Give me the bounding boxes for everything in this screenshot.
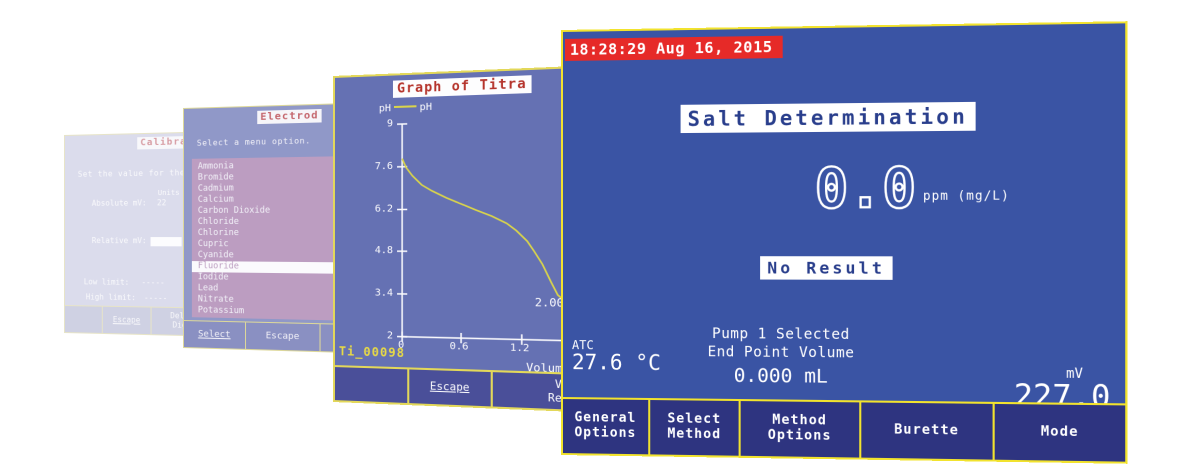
graph-escape-button[interactable]: Escape xyxy=(409,369,493,407)
measure-screen: 18:28:29 Aug 16, 2015 Salt Determination… xyxy=(561,21,1128,464)
units-label: Units xyxy=(157,188,180,198)
main-reading-value: 0.0 xyxy=(814,155,918,220)
reading-unit-label: ppm (mg/L) xyxy=(922,188,1010,203)
high-limit-row: High limit: ----- xyxy=(86,292,168,302)
titration-file-id: Ti_00098 xyxy=(338,344,405,361)
method-title: Salt Determination xyxy=(680,101,976,134)
measure-softkey-row: General Options Select Method Method Option… xyxy=(562,397,1126,462)
x-tick-label: 0.6 xyxy=(449,340,469,353)
svg-text:0.0: 0.0 xyxy=(815,156,917,220)
select-method-button[interactable]: Select Method xyxy=(649,400,741,456)
electrode-escape-button[interactable]: Escape xyxy=(246,322,321,352)
absolute-mv-label: Absolute mV: xyxy=(91,198,147,208)
y-tick-label: 7.6 xyxy=(374,160,393,173)
relative-mv-label: Relative mV: xyxy=(91,236,147,246)
mode-button[interactable]: Mode xyxy=(994,403,1126,462)
burette-button[interactable]: Burette xyxy=(860,402,995,460)
pump-endpoint-block: Pump 1 Selected End Point Volume 0.000 m… xyxy=(668,326,894,389)
plot-legend: pH pH xyxy=(379,102,432,115)
graph-blank-softkey xyxy=(334,367,410,404)
y-tick-label: 9 xyxy=(386,118,393,130)
electrode-select-button[interactable]: Select xyxy=(183,321,247,349)
entry-prompt: Set the value for the xyxy=(77,168,186,179)
endpoint-label: End Point Volume xyxy=(707,344,855,362)
temperature-reading: 27.6 °C xyxy=(571,350,661,375)
entry-blank-softkey xyxy=(64,306,103,333)
result-status-box: No Result xyxy=(760,256,893,280)
legend-y-label: pH xyxy=(378,103,392,115)
pump-status-line: Pump 1 Selected xyxy=(712,325,850,344)
y-tick-label: 6.2 xyxy=(374,203,393,215)
entry-escape-button[interactable]: Escape xyxy=(102,306,152,335)
method-options-button[interactable]: Method Options xyxy=(740,401,861,458)
datetime-banner: 18:28:29 Aug 16, 2015 xyxy=(564,35,783,61)
y-tick-label: 4.8 xyxy=(374,245,393,257)
low-limit-label: Low limit: xyxy=(83,277,130,287)
high-limit-label: High limit: xyxy=(85,292,136,303)
x-tick-label: 1.2 xyxy=(509,342,530,355)
legend-series-label: pH xyxy=(419,101,433,114)
low-limit-row: Low limit: ----- xyxy=(84,277,165,287)
low-limit-value: ----- xyxy=(141,277,165,288)
legend-line-swatch xyxy=(394,105,417,109)
electrode-prompt: Select a menu option. xyxy=(196,136,311,148)
relative-mv-input[interactable] xyxy=(150,236,182,246)
absolute-mv-row: Absolute mV: 22 xyxy=(92,198,166,208)
electrode-screen-title: Electrod xyxy=(257,108,322,125)
high-limit-value: ----- xyxy=(144,293,168,303)
endpoint-volume-value: 0.000 mL xyxy=(733,364,828,388)
general-options-button[interactable]: General Options xyxy=(562,399,650,455)
relative-mv-row: Relative mV: xyxy=(92,236,182,246)
y-tick-label: 3.4 xyxy=(374,287,393,299)
absolute-mv-value: 22 xyxy=(156,198,167,208)
y-tick-label: 2 xyxy=(386,330,393,342)
